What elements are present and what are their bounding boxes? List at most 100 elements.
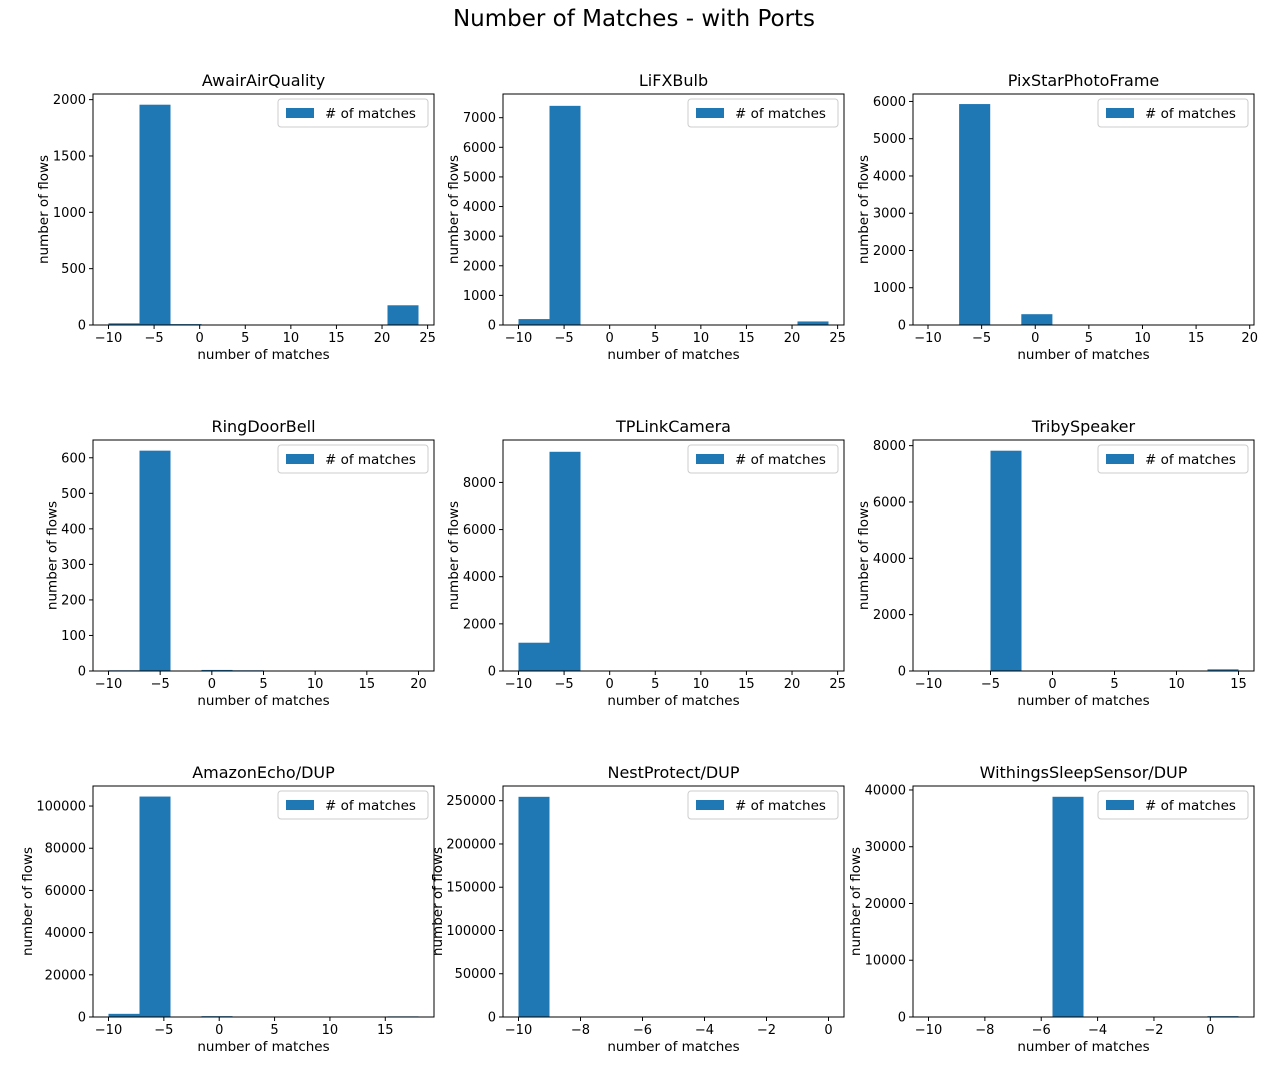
subplot-8: −10 −8 −6 −4 −2 0 0 50000 100000 150000 200000 2500… <box>430 763 845 1055</box>
axes-frame <box>912 439 1255 672</box>
subplot-title: RingDoorBell <box>211 417 315 436</box>
histogram-bar <box>1052 796 1084 1017</box>
legend: # of matches <box>1097 790 1249 820</box>
histogram-bar <box>518 642 550 671</box>
x-tick-label: 20 <box>784 677 801 692</box>
x-tick-label: 15 <box>1230 677 1247 692</box>
subplot-7: −10 −5 0 5 10 15 0 20000 40000 60000 80000 100000 Am… <box>20 763 435 1055</box>
axes-frame <box>502 439 845 672</box>
y-tick-label: 80000 <box>45 842 86 857</box>
legend: # of matches <box>1097 444 1249 474</box>
histogram-bar <box>518 796 550 1017</box>
x-tick-label: 10 <box>283 331 300 346</box>
y-tick-label: 40000 <box>45 926 86 941</box>
y-tick-label: 6000 <box>463 523 496 538</box>
x-axis-label: number of matches <box>197 1039 329 1055</box>
legend-swatch <box>286 108 314 118</box>
y-tick-label: 0 <box>488 1011 496 1026</box>
y-tick-label: 4000 <box>873 552 906 567</box>
x-tick-label: −5 <box>555 331 574 346</box>
subplot-1: −10 −5 0 5 10 15 20 25 0 500 1000 1500 2000 AwairAirQ… <box>36 71 436 363</box>
legend-swatch <box>1106 800 1134 810</box>
figure-title: Number of Matches - with Ports <box>452 6 816 32</box>
y-tick-label: 0 <box>488 319 496 334</box>
histogram-bar <box>959 104 991 325</box>
legend-swatch <box>696 800 724 810</box>
y-tick-label: 5000 <box>463 170 496 185</box>
y-tick-label: 500 <box>61 262 86 277</box>
x-tick-label: 10 <box>693 677 710 692</box>
y-tick-label: 7000 <box>463 111 496 126</box>
x-tick-label: −6 <box>633 1023 652 1038</box>
y-tick-label: 1500 <box>53 149 86 164</box>
legend-box <box>1097 98 1249 128</box>
histogram-bar <box>797 321 829 325</box>
x-tick-label: −10 <box>505 331 532 346</box>
y-tick-label: 400 <box>61 522 86 537</box>
y-tick-label: 0 <box>898 1011 906 1026</box>
legend-box <box>687 790 839 820</box>
legend-label: # of matches <box>735 452 826 468</box>
legend-label: # of matches <box>1145 106 1236 122</box>
histogram-bar <box>108 1013 140 1017</box>
y-tick-label: 500 <box>61 487 86 502</box>
x-tick-label: 25 <box>419 331 436 346</box>
axes-frame <box>92 93 435 326</box>
subplot-title: TPLinkCamera <box>615 417 731 436</box>
y-tick-label: 2000 <box>463 259 496 274</box>
histogram-bar <box>139 450 171 671</box>
x-tick-label: −8 <box>571 1023 590 1038</box>
x-tick-label: −10 <box>914 331 941 346</box>
subplot-title: TribySpeaker <box>1031 417 1136 436</box>
histogram-bar <box>1207 669 1239 671</box>
x-tick-label: −10 <box>505 677 532 692</box>
y-tick-label: 6000 <box>873 95 906 110</box>
y-axis-label: number of flows <box>848 847 864 956</box>
y-axis-label: number of flows <box>20 847 36 956</box>
y-tick-label: 3000 <box>463 230 496 245</box>
histogram-bar <box>990 450 1022 671</box>
y-tick-label: 0 <box>78 665 86 680</box>
x-tick-label: −5 <box>981 677 1000 692</box>
legend-label: # of matches <box>735 106 826 122</box>
x-tick-label: 25 <box>829 331 846 346</box>
y-tick-label: 2000 <box>873 244 906 259</box>
x-tick-label: −2 <box>757 1023 776 1038</box>
y-tick-label: 2000 <box>463 617 496 632</box>
y-tick-label: 0 <box>78 1011 86 1026</box>
legend-box <box>1097 790 1249 820</box>
x-tick-label: 15 <box>359 677 376 692</box>
x-tick-label: 10 <box>1168 677 1185 692</box>
y-tick-label: 100000 <box>36 800 86 815</box>
x-tick-label: −6 <box>1032 1023 1051 1038</box>
x-axis-label: number of matches <box>1017 693 1149 709</box>
legend: # of matches <box>277 790 429 820</box>
y-tick-label: 600 <box>61 451 86 466</box>
x-tick-label: −10 <box>95 677 122 692</box>
subplot-5: −10 −5 0 5 10 15 20 25 0 2000 4000 6000 8000 TPLinkCa… <box>446 417 846 709</box>
x-tick-label: 5 <box>259 677 267 692</box>
y-axis-label: number of flows <box>430 847 446 956</box>
y-tick-label: 50000 <box>455 967 496 982</box>
x-tick-label: 0 <box>824 1023 832 1038</box>
y-tick-label: 8000 <box>873 439 906 454</box>
y-tick-label: 4000 <box>463 200 496 215</box>
y-tick-label: 250000 <box>446 794 496 809</box>
legend-label: # of matches <box>735 798 826 814</box>
x-tick-label: −2 <box>1144 1023 1163 1038</box>
subplot-4: −10 −5 0 5 10 15 200100200300400500600RingDoor… <box>44 417 435 709</box>
subplot-title: AwairAirQuality <box>202 71 325 90</box>
x-tick-label: 10 <box>693 331 710 346</box>
histogram-bar <box>1021 314 1053 325</box>
y-tick-label: 100 <box>61 629 86 644</box>
histogram-bar <box>201 669 233 671</box>
x-tick-label: 0 <box>196 331 204 346</box>
x-tick-label: 0 <box>208 677 216 692</box>
x-tick-label: 10 <box>1134 331 1151 346</box>
x-tick-label: 0 <box>606 331 614 346</box>
histogram-bar <box>549 105 581 325</box>
axes-frame <box>502 785 845 1018</box>
y-tick-label: 200000 <box>446 837 496 852</box>
y-tick-label: 2000 <box>873 608 906 623</box>
